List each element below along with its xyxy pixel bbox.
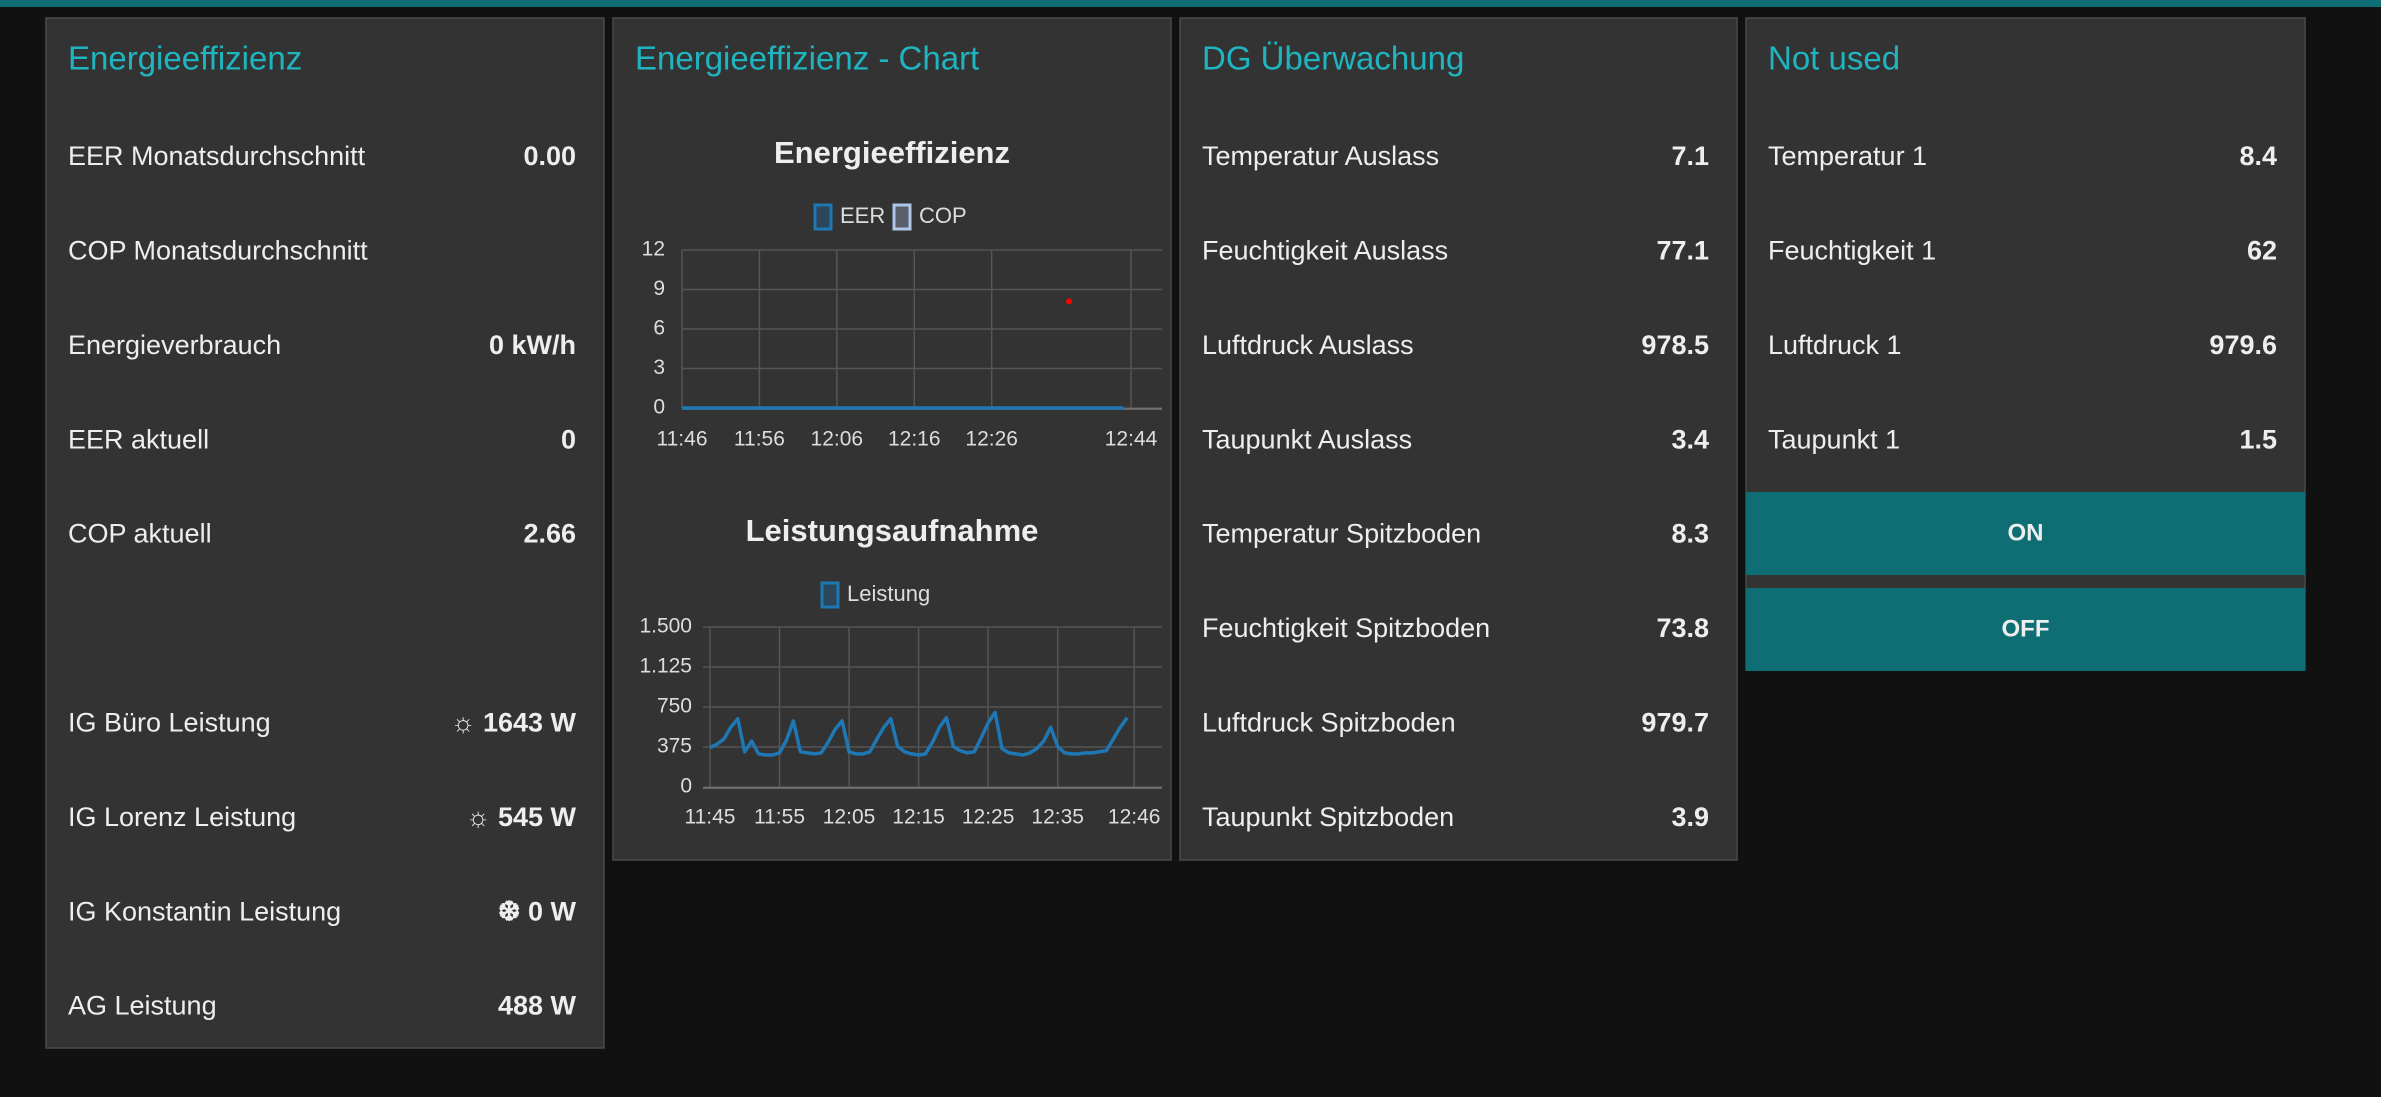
row-label: Energieverbrauch: [68, 330, 281, 360]
row-value: ☼ 545 W: [466, 802, 577, 832]
row-value: 978.5: [1641, 330, 1709, 360]
y-tick-label: 3: [653, 356, 665, 379]
row-value: 73.8: [1656, 613, 1709, 643]
row-label: Feuchtigkeit Spitzboden: [1202, 613, 1490, 643]
y-tick-label: 1.500: [639, 615, 692, 638]
row-label: Luftdruck Spitzboden: [1202, 708, 1456, 738]
row-value: 979.7: [1641, 708, 1709, 738]
panel-title: Not used: [1768, 40, 1900, 77]
row-label: IG Büro Leistung: [68, 708, 271, 738]
row-label: Feuchtigkeit Auslass: [1202, 236, 1448, 266]
x-tick-label: 11:45: [684, 806, 735, 829]
row-label: Luftdruck 1: [1768, 330, 1902, 360]
y-tick-label: 1.125: [639, 655, 692, 678]
row-label: Temperatur 1: [1768, 141, 1927, 171]
button[interactable]: [1746, 492, 2305, 575]
row-label: IG Lorenz Leistung: [68, 802, 296, 832]
row-label: Luftdruck Auslass: [1202, 330, 1414, 360]
y-tick-label: 9: [653, 277, 665, 300]
x-tick-label: 12:46: [1108, 806, 1161, 829]
row-value: 2.66: [523, 519, 576, 549]
x-tick-label: 12:16: [888, 428, 941, 451]
legend-label: Leistung: [847, 581, 930, 606]
row-value: 62: [2247, 236, 2277, 266]
panel: [45, 17, 605, 1049]
row-value: 77.1: [1656, 236, 1709, 266]
x-tick-label: 12:35: [1031, 806, 1084, 829]
panel-title: DG Überwachung: [1202, 40, 1464, 77]
chart-title: Energieeffizienz: [774, 135, 1010, 170]
chart-title: Leistungsaufnahme: [746, 513, 1039, 548]
legend-swatch: [892, 203, 912, 231]
x-tick-label: 11:55: [754, 806, 805, 829]
x-tick-label: 12:26: [965, 428, 1018, 451]
button-label[interactable]: OFF: [2002, 615, 2050, 642]
x-tick-label: 11:56: [734, 428, 785, 451]
row-value: 1.5: [2239, 424, 2277, 454]
y-tick-label: 750: [657, 695, 692, 718]
panel: [1179, 17, 1738, 861]
series-line: [709, 710, 1129, 757]
row-label: Temperatur Auslass: [1202, 141, 1439, 171]
y-tick-label: 375: [657, 735, 692, 758]
row-label: IG Konstantin Leistung: [68, 896, 341, 926]
row-label: Feuchtigkeit 1: [1768, 236, 1936, 266]
row-label: EER aktuell: [68, 424, 209, 454]
y-tick-label: 12: [642, 238, 665, 261]
legend-swatch: [813, 203, 833, 231]
data-point: [1066, 298, 1073, 305]
legend-swatch: [820, 581, 840, 609]
legend-label: COP: [919, 203, 967, 228]
row-label: AG Leistung: [68, 991, 217, 1021]
row-value: 979.6: [2209, 330, 2277, 360]
button[interactable]: [1746, 588, 2305, 671]
legend-label: EER: [840, 203, 885, 228]
y-tick-label: 6: [653, 317, 665, 340]
row-label: Taupunkt 1: [1768, 424, 1900, 454]
x-tick-label: 12:44: [1105, 428, 1158, 451]
x-tick-label: 11:46: [657, 428, 708, 451]
row-value: 0: [561, 424, 576, 454]
row-value: 3.9: [1671, 802, 1709, 832]
row-label: COP Monatsdurchschnitt: [68, 236, 368, 266]
row-value: 8.4: [2239, 141, 2277, 171]
x-tick-label: 12:06: [811, 428, 864, 451]
row-value: ❆ 0 W: [498, 896, 577, 926]
row-value: 0.00: [523, 141, 576, 171]
row-label: Temperatur Spitzboden: [1202, 519, 1481, 549]
row-label: Taupunkt Spitzboden: [1202, 802, 1454, 832]
row-value: 0 kW/h: [489, 330, 576, 360]
row-label: EER Monatsdurchschnitt: [68, 141, 366, 171]
button-label[interactable]: ON: [2008, 519, 2044, 546]
y-tick-label: 0: [680, 775, 692, 798]
row-label: Taupunkt Auslass: [1202, 424, 1412, 454]
row-value: 3.4: [1671, 424, 1709, 454]
panel-title: Energieeffizienz - Chart: [635, 40, 979, 77]
x-tick-label: 12:25: [962, 806, 1015, 829]
panel-title: Energieeffizienz: [68, 40, 302, 77]
row-label: COP aktuell: [68, 519, 212, 549]
x-tick-label: 12:15: [892, 806, 945, 829]
y-tick-label: 0: [653, 396, 665, 419]
x-tick-label: 12:05: [823, 806, 876, 829]
row-value: 7.1: [1671, 141, 1709, 171]
row-value: 8.3: [1671, 519, 1709, 549]
row-value: ☼ 1643 W: [451, 708, 577, 738]
row-value: 488 W: [498, 991, 577, 1021]
top-bar: [0, 0, 2381, 7]
